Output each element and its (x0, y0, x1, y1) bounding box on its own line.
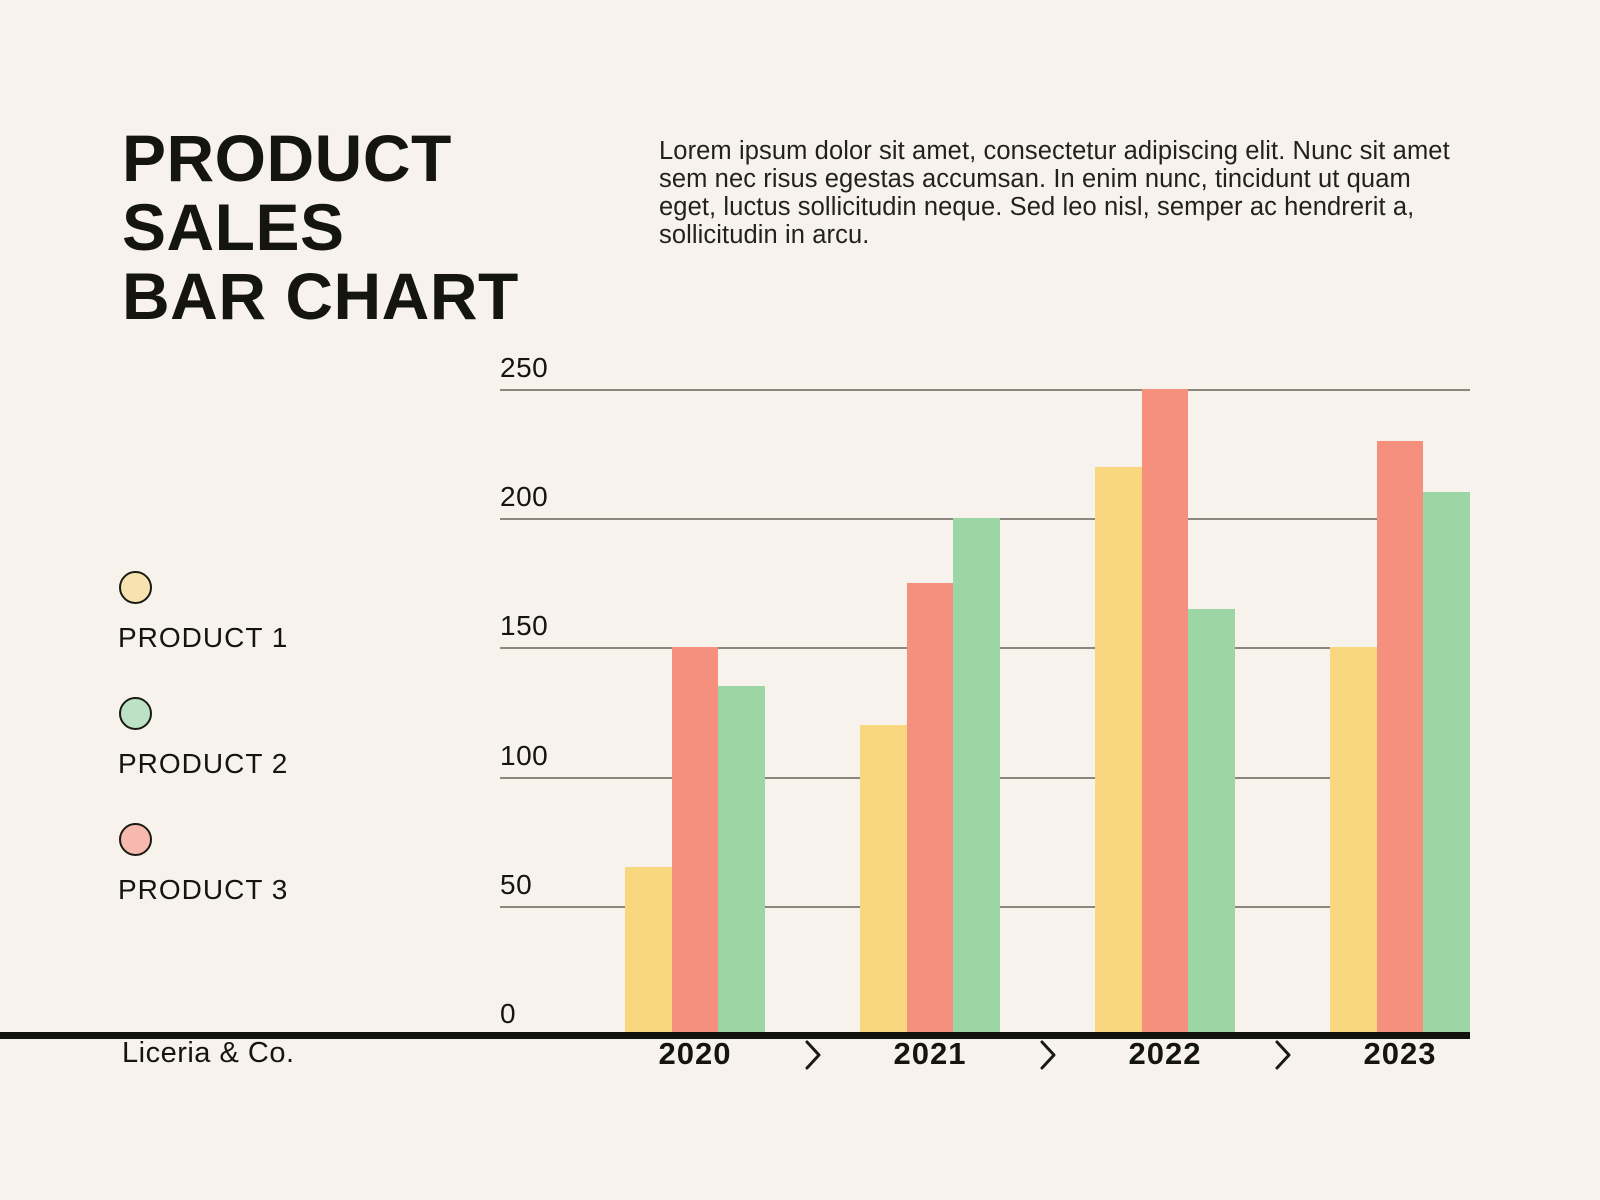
intro-paragraph: Lorem ipsum dolor sit amet, consectetur … (659, 137, 1450, 249)
bar-2023-product-1 (1330, 647, 1377, 1032)
legend-label-product-1: PRODUCT 1 (118, 622, 289, 653)
page-title-line-2: SALES (122, 190, 345, 264)
y-axis-tick-150: 150 (500, 610, 549, 642)
bar-2022-product-3 (1141, 389, 1189, 1032)
y-axis-tick-0: 0 (500, 998, 517, 1029)
legend-swatch-product-2 (119, 697, 152, 730)
y-axis-tick-50: 50 (500, 868, 533, 900)
chevron-right-icon (802, 1037, 824, 1078)
bar-2023-product-2 (1423, 492, 1470, 1032)
bar-2023-product-3 (1376, 440, 1424, 1032)
legend-label-product-3: PRODUCT 3 (118, 874, 289, 905)
x-axis-label-2022: 2022 (1128, 1036, 1202, 1071)
bar-2022-product-2 (1188, 608, 1235, 1032)
y-axis-tick-250: 250 (500, 352, 549, 383)
x-axis-label-2021: 2021 (893, 1036, 967, 1071)
y-axis-tick-100: 100 (500, 739, 549, 771)
bar-2021-product-3 (906, 582, 954, 1032)
y-axis-tick-200: 200 (500, 481, 549, 513)
legend-swatch-product-3 (119, 823, 152, 856)
gridline-250 (500, 389, 1470, 391)
bar-2022-product-1 (1095, 466, 1142, 1032)
page-title: PRODUCT SALES BAR CHART (122, 124, 519, 331)
legend-swatch-product-1 (119, 571, 152, 604)
chevron-right-icon (1037, 1037, 1059, 1078)
x-axis-label-2023: 2023 (1363, 1036, 1437, 1071)
page-title-line-1: PRODUCT (122, 121, 452, 195)
bar-2020-product-3 (671, 647, 719, 1032)
bar-2020-product-1 (625, 867, 672, 1032)
chevron-right-icon (1272, 1037, 1294, 1078)
bar-2020-product-2 (718, 686, 765, 1032)
brand-name: Liceria & Co. (122, 1037, 295, 1069)
x-axis-label-2020: 2020 (658, 1036, 732, 1071)
bar-2021-product-2 (953, 518, 1000, 1032)
bar-2021-product-1 (860, 724, 907, 1032)
x-axis-line (0, 1032, 1470, 1039)
legend-label-product-2: PRODUCT 2 (118, 748, 289, 779)
page-title-line-3: BAR CHART (122, 259, 519, 333)
